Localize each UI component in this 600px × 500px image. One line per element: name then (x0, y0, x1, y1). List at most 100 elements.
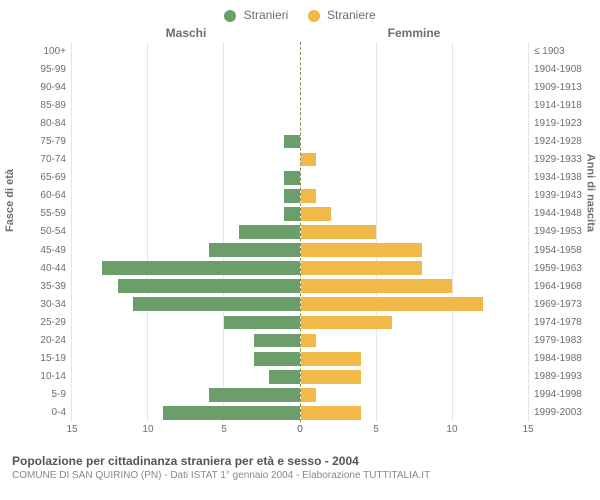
bar-male (209, 388, 300, 402)
bar-female (301, 261, 422, 275)
legend-swatch-female (308, 10, 320, 22)
row-male (72, 187, 300, 205)
bar-male (209, 243, 300, 257)
row-male (72, 241, 300, 259)
row-female (301, 132, 529, 150)
title-female-side: Femmine (300, 26, 528, 40)
row-male (72, 42, 300, 60)
row-male (72, 368, 300, 386)
title-male-side: Maschi (72, 26, 300, 40)
row-male (72, 295, 300, 313)
bar-male (133, 297, 300, 311)
bar-male (284, 171, 299, 185)
x-tick: 15 (522, 424, 533, 435)
bar-female (301, 316, 392, 330)
age-label: 95-99 (12, 60, 66, 78)
age-label: 50-54 (12, 223, 66, 241)
legend-swatch-male (224, 10, 236, 22)
birth-label: 1939-1943 (534, 187, 588, 205)
bar-male (284, 189, 299, 203)
x-axis-female: 051015 (300, 424, 528, 438)
row-male (72, 259, 300, 277)
x-tick: 15 (66, 424, 77, 435)
age-label: 40-44 (12, 259, 66, 277)
age-label: 45-49 (12, 241, 66, 259)
row-female (301, 78, 529, 96)
row-female (301, 169, 529, 187)
age-label: 0-4 (12, 404, 66, 422)
legend: Stranieri Straniere (12, 8, 588, 22)
row-male (72, 114, 300, 132)
x-tick: 5 (221, 424, 227, 435)
x-axis: 051015 051015 (12, 424, 588, 438)
row-male (72, 332, 300, 350)
bar-female (301, 153, 316, 167)
bar-male (254, 334, 300, 348)
plot-female (301, 42, 529, 422)
age-label: 5-9 (12, 386, 66, 404)
row-female (301, 386, 529, 404)
bar-female (301, 279, 453, 293)
legend-label-female: Straniere (327, 8, 376, 22)
birth-label: 1984-1988 (534, 350, 588, 368)
row-male (72, 223, 300, 241)
row-male (72, 313, 300, 331)
age-label: 30-34 (12, 295, 66, 313)
row-female (301, 332, 529, 350)
bar-female (301, 243, 422, 257)
age-label: 100+ (12, 42, 66, 60)
bar-male (118, 279, 300, 293)
age-label: 20-24 (12, 332, 66, 350)
row-male (72, 277, 300, 295)
row-female (301, 223, 529, 241)
birth-label: ≤ 1903 (534, 42, 588, 60)
legend-item-female: Straniere (308, 8, 376, 22)
y-axis-title-left: Fasce di età (4, 169, 16, 232)
birth-label: 1969-1973 (534, 295, 588, 313)
legend-item-male: Stranieri (224, 8, 288, 22)
birth-label: 1904-1908 (534, 60, 588, 78)
y-labels-age: 100+95-9990-9485-8980-8475-7970-7465-696… (12, 42, 72, 422)
row-male (72, 205, 300, 223)
birth-label: 1959-1963 (534, 259, 588, 277)
birth-label: 1994-1998 (534, 386, 588, 404)
birth-label: 1934-1938 (534, 169, 588, 187)
row-female (301, 259, 529, 277)
row-male (72, 78, 300, 96)
bar-female (301, 189, 316, 203)
bar-male (254, 352, 300, 366)
birth-label: 1979-1983 (534, 332, 588, 350)
age-label: 70-74 (12, 151, 66, 169)
row-female (301, 368, 529, 386)
row-female (301, 277, 529, 295)
side-titles: Maschi Femmine (12, 26, 588, 40)
birth-label: 1964-1968 (534, 277, 588, 295)
row-female (301, 241, 529, 259)
birth-label: 1954-1958 (534, 241, 588, 259)
bar-male (284, 135, 299, 149)
birth-label: 1944-1948 (534, 205, 588, 223)
age-label: 25-29 (12, 313, 66, 331)
birth-label: 1909-1913 (534, 78, 588, 96)
bar-female (301, 370, 362, 384)
x-tick: 5 (373, 424, 379, 435)
x-tick: 10 (446, 424, 457, 435)
birth-label: 1974-1978 (534, 313, 588, 331)
y-axis-title-right: Anni di nascita (584, 154, 596, 232)
birth-label: 1914-1918 (534, 96, 588, 114)
row-male (72, 386, 300, 404)
bar-male (102, 261, 299, 275)
row-female (301, 151, 529, 169)
bar-male (163, 406, 300, 420)
row-male (72, 132, 300, 150)
bar-female (301, 406, 362, 420)
row-female (301, 114, 529, 132)
age-label: 15-19 (12, 350, 66, 368)
bar-female (301, 225, 377, 239)
bar-female (301, 334, 316, 348)
row-female (301, 350, 529, 368)
bar-female (301, 388, 316, 402)
age-label: 80-84 (12, 114, 66, 132)
age-label: 90-94 (12, 78, 66, 96)
bar-male (284, 207, 299, 221)
